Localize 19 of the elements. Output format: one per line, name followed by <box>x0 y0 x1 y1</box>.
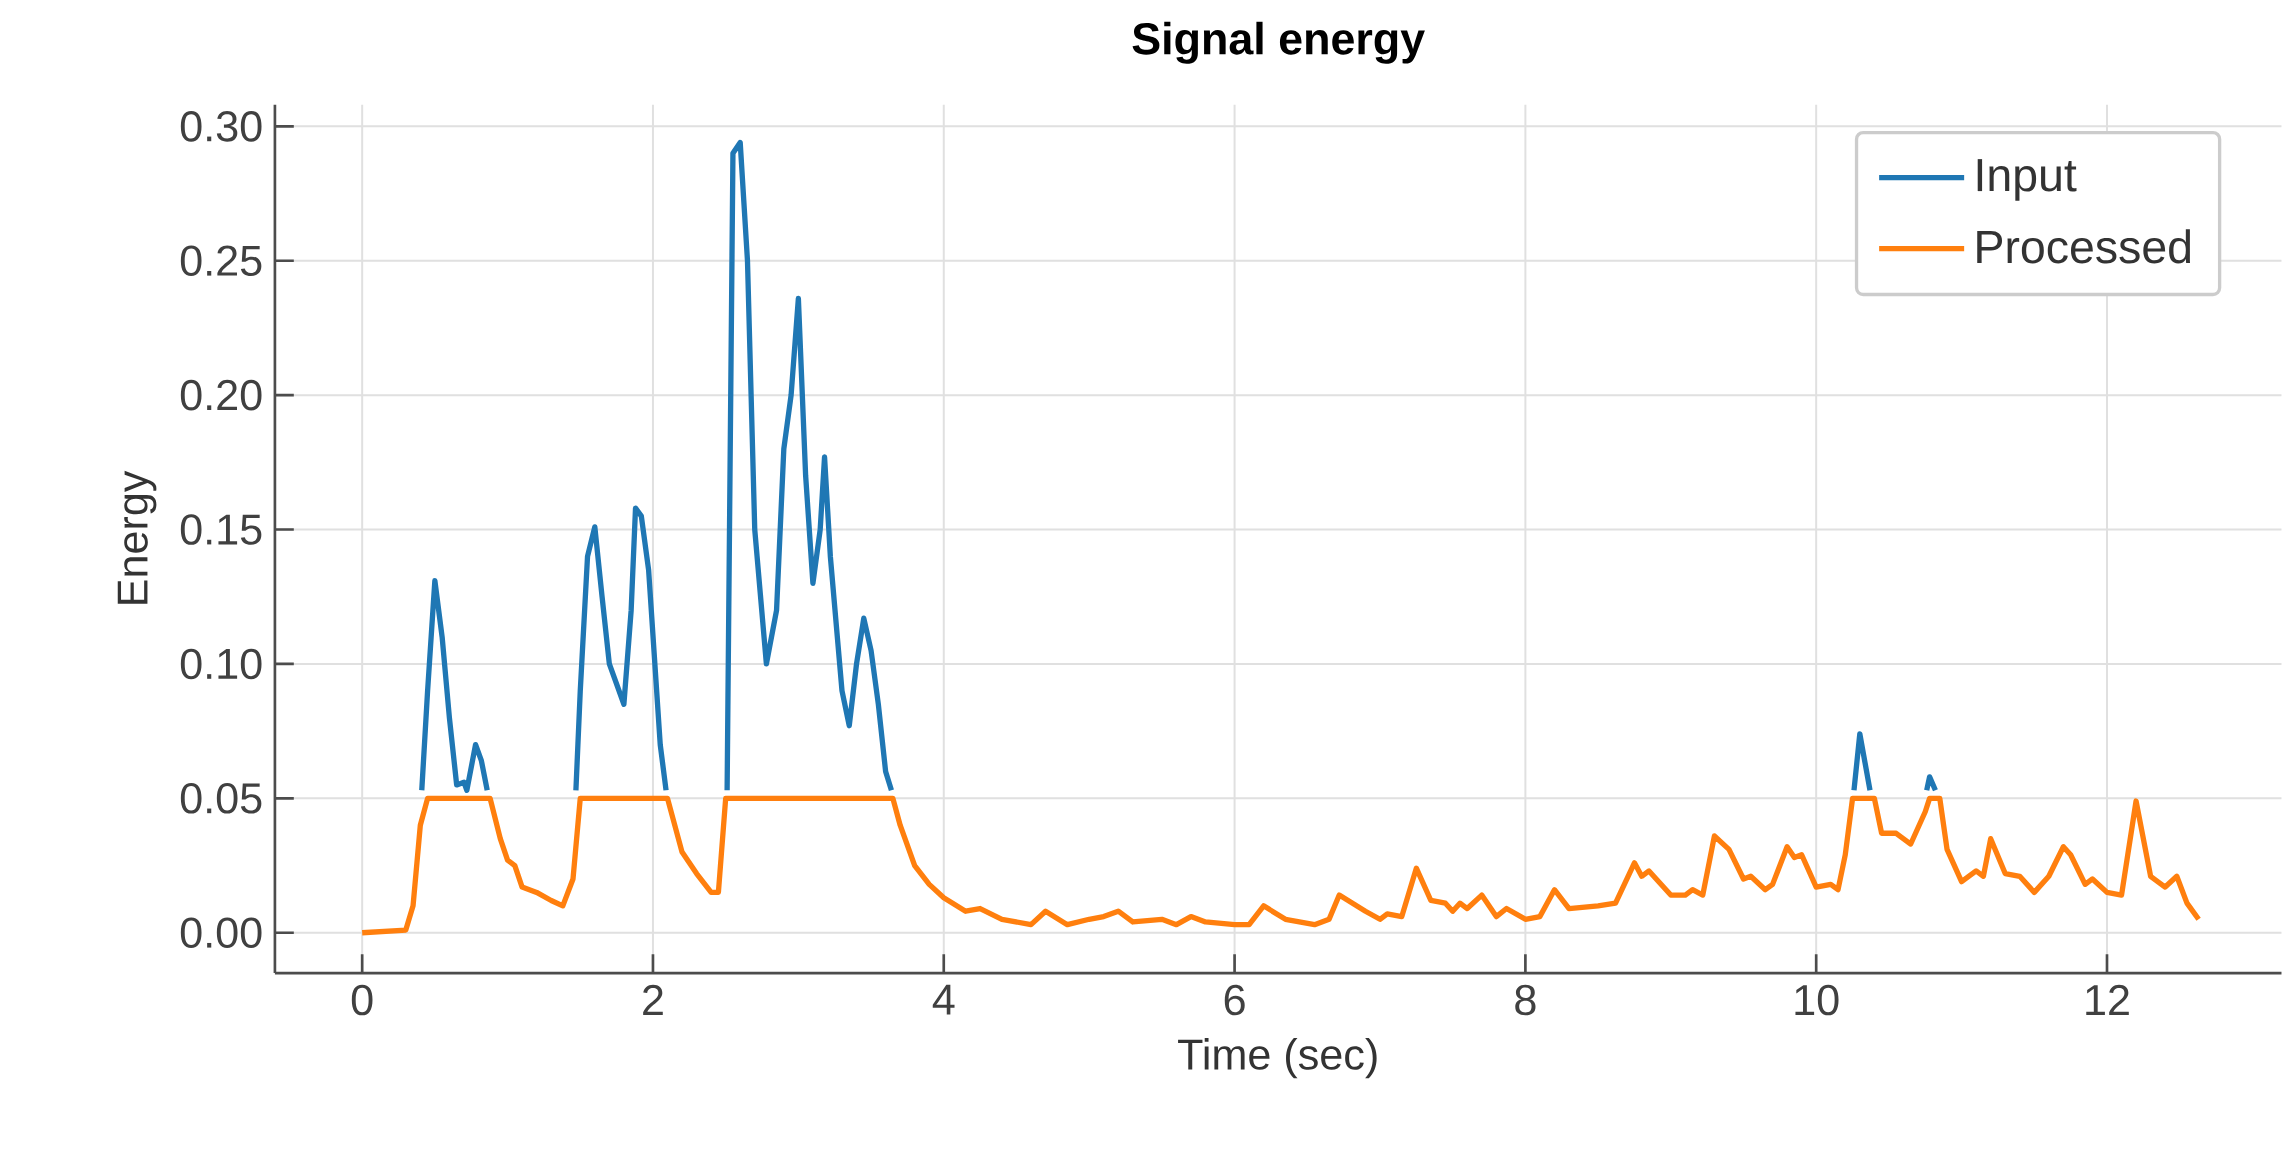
x-tick-label: 8 <box>1515 984 1536 1016</box>
x-tick-label: 2 <box>643 984 663 1015</box>
chart-title: Signal energy <box>1132 21 1425 64</box>
y-axis-title: Energy <box>117 470 157 604</box>
legend-label: Processed <box>1977 229 2191 264</box>
y-tick-label: 0.25 <box>180 245 262 276</box>
y-tick-label: 0.20 <box>180 379 262 411</box>
x-tick-label: 4 <box>932 984 955 1015</box>
y-tick-label: 0.15 <box>180 514 262 545</box>
y-tick-label: 0.05 <box>180 782 262 814</box>
y-tick-label: 0.10 <box>180 648 262 680</box>
x-tick-label: 0 <box>351 984 373 1016</box>
x-tick-label: 6 <box>1224 984 1245 1016</box>
y-tick-label: 0.00 <box>180 917 262 948</box>
y-tick-label: 0.30 <box>180 110 262 142</box>
x-tick-label: 12 <box>2086 984 2129 1015</box>
legend-label: Input <box>1977 159 2077 201</box>
x-tick-label: 10 <box>1795 984 1839 1016</box>
x-axis-title: Time (sec) <box>1178 1038 1377 1079</box>
